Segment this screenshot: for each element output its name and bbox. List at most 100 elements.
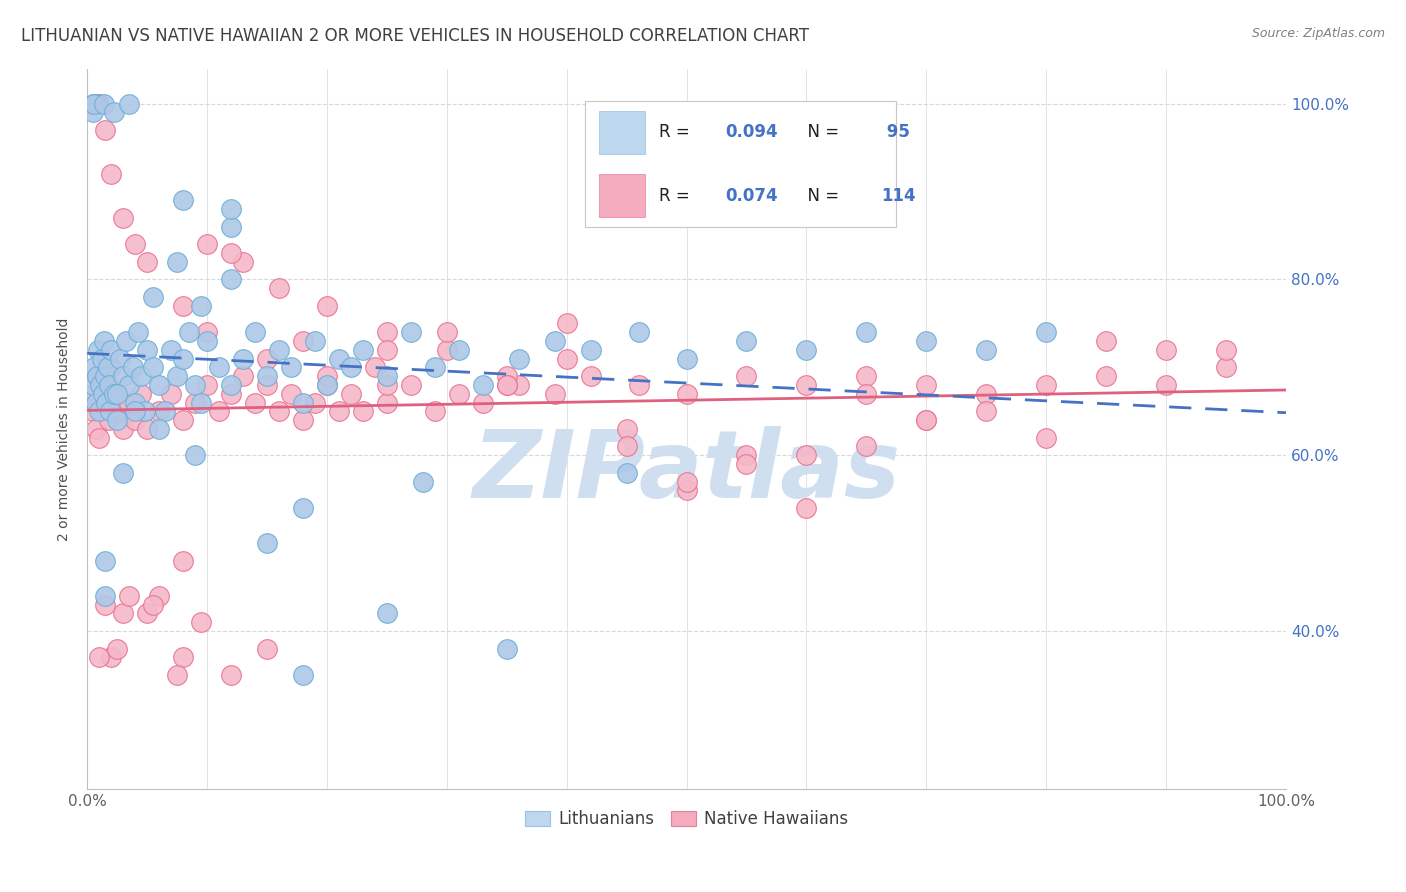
Point [172,194,194,208]
Text: R =: R = [659,123,695,142]
Point [89,431,111,445]
Point [796,343,818,357]
Point [243,325,266,339]
Point [555,351,578,366]
Text: 0.094: 0.094 [725,123,778,142]
Text: N =: N = [797,186,844,204]
FancyBboxPatch shape [599,111,644,154]
Point [256,641,278,656]
Point [364,360,387,375]
Point [82,96,104,111]
Point [1035,431,1057,445]
Point [89,404,111,418]
Point [118,395,141,409]
Point [172,650,194,665]
Point [94,378,117,392]
Point [291,334,314,348]
Point [86,96,108,111]
Point [675,483,697,498]
Point [134,404,156,418]
Point [98,404,121,418]
Point [796,378,818,392]
Point [232,369,254,384]
Point [172,351,194,366]
Point [136,422,159,436]
Point [412,475,434,489]
Point [142,598,165,612]
Point [112,369,135,384]
Point [89,650,111,665]
Point [129,386,152,401]
Point [121,360,143,375]
Point [796,500,818,515]
Point [1154,378,1177,392]
Point [142,360,165,375]
Point [328,404,350,418]
Point [124,413,146,427]
Point [267,404,290,418]
Point [280,386,302,401]
Point [1095,369,1118,384]
Point [340,360,363,375]
Point [316,369,339,384]
Point [304,334,326,348]
Point [87,369,110,384]
Point [495,378,517,392]
Point [675,475,697,489]
Text: 114: 114 [880,186,915,204]
Point [136,607,159,621]
Point [86,369,108,384]
Point [375,607,398,621]
Text: Source: ZipAtlas.com: Source: ZipAtlas.com [1251,27,1385,40]
Point [190,395,212,409]
Point [915,413,938,427]
Point [855,325,877,339]
Point [495,369,517,384]
Point [184,448,207,462]
Point [735,334,758,348]
Point [94,123,117,137]
Point [291,500,314,515]
Point [114,334,136,348]
Point [627,378,650,392]
Point [103,386,125,401]
Point [316,378,339,392]
Point [508,351,530,366]
Point [447,386,470,401]
Point [855,386,877,401]
Point [495,641,517,656]
Point [471,378,494,392]
Point [915,413,938,427]
Point [375,325,398,339]
Point [291,668,314,682]
Point [579,343,602,357]
Point [83,96,105,111]
Point [103,105,125,120]
Text: LITHUANIAN VS NATIVE HAWAIIAN 2 OR MORE VEHICLES IN HOUSEHOLD CORRELATION CHART: LITHUANIAN VS NATIVE HAWAIIAN 2 OR MORE … [21,27,808,45]
Point [616,422,638,436]
Point [96,395,118,409]
Point [166,369,188,384]
Point [83,386,105,401]
Point [82,378,104,392]
Point [105,641,128,656]
Text: R =: R = [659,186,695,204]
Point [219,219,242,234]
Point [184,395,207,409]
Point [100,360,122,375]
Point [190,615,212,630]
Point [93,96,115,111]
Point [675,351,697,366]
Text: 95: 95 [880,123,910,142]
FancyBboxPatch shape [599,174,644,217]
Point [118,96,141,111]
Point [974,343,997,357]
Point [89,378,111,392]
FancyBboxPatch shape [585,101,897,227]
Point [83,96,105,111]
Point [105,386,128,401]
Point [219,386,242,401]
Point [399,325,422,339]
Point [375,378,398,392]
Point [108,351,131,366]
